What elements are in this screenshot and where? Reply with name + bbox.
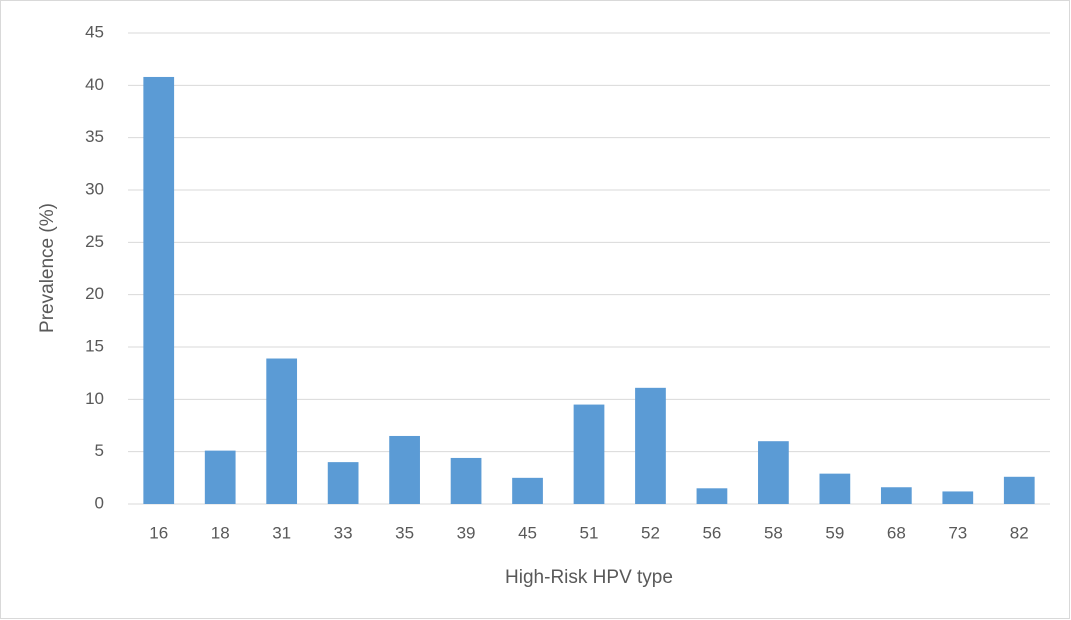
x-tick-label: 31 <box>272 523 291 542</box>
x-tick-label: 45 <box>518 523 537 542</box>
y-tick-label: 45 <box>85 22 104 41</box>
x-tick-label: 39 <box>457 523 476 542</box>
x-tick-label: 59 <box>825 523 844 542</box>
bar <box>696 488 728 504</box>
x-axis-label: High-Risk HPV type <box>505 567 673 588</box>
bar <box>204 450 236 504</box>
x-tick-label: 56 <box>702 523 721 542</box>
y-tick-label: 40 <box>85 75 104 94</box>
y-tick-label: 25 <box>85 232 104 251</box>
bar <box>266 358 298 504</box>
y-tick-label: 0 <box>95 493 104 512</box>
bar <box>942 491 974 504</box>
bar <box>450 457 482 504</box>
x-tick-label: 52 <box>641 523 660 542</box>
bar <box>573 404 605 504</box>
y-tick-label: 5 <box>95 441 104 460</box>
y-tick-label: 30 <box>85 179 104 198</box>
bar <box>1003 476 1035 504</box>
bar <box>819 473 851 504</box>
y-tick-label: 10 <box>85 389 104 408</box>
bar <box>880 487 912 504</box>
x-tick-label: 51 <box>580 523 599 542</box>
x-tick-label: 68 <box>887 523 906 542</box>
x-tick-label: 33 <box>334 523 353 542</box>
bar <box>512 477 543 504</box>
x-tick-label: 18 <box>211 523 230 542</box>
bar <box>758 441 789 504</box>
x-tick-label: 58 <box>764 523 783 542</box>
x-tick-label: 35 <box>395 523 414 542</box>
x-tick-label: 16 <box>149 523 168 542</box>
y-axis-label: Prevalence (%) <box>37 203 58 333</box>
bar <box>143 76 175 505</box>
y-tick-label: 20 <box>85 284 104 303</box>
bar <box>327 462 359 504</box>
y-tick-label: 35 <box>85 127 104 146</box>
bar <box>389 435 420 504</box>
x-tick-label: 73 <box>948 523 967 542</box>
y-tick-label: 15 <box>85 336 104 355</box>
bar <box>635 387 666 504</box>
x-tick-label: 82 <box>1010 523 1029 542</box>
